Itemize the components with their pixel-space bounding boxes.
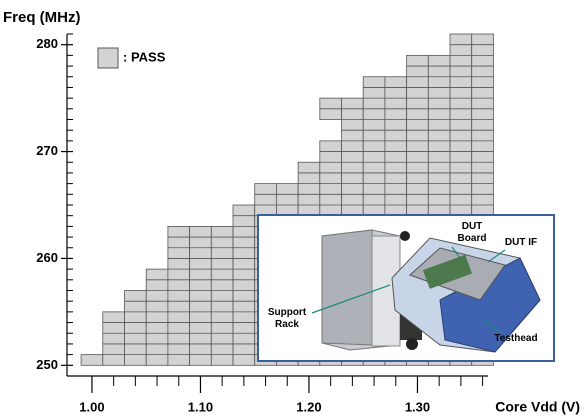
inset-label: Testhead — [486, 333, 546, 345]
page: 2502602702801.001.101.201.30Freq (MHz)Co… — [0, 0, 585, 419]
inset-photo — [0, 0, 585, 419]
inset-label: DUT Board — [452, 221, 492, 245]
inset-label: Support Rack — [262, 307, 312, 331]
inset-label: DUT IF — [496, 237, 546, 249]
